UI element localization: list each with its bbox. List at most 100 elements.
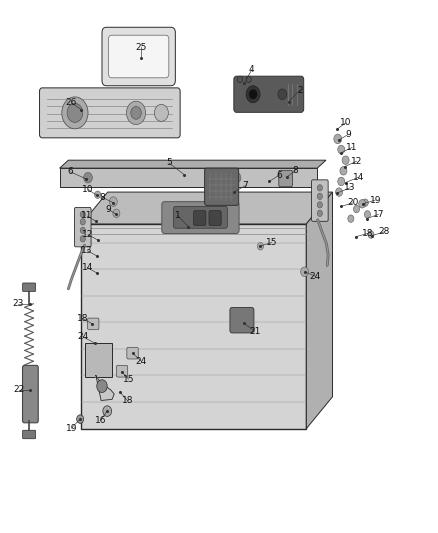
Circle shape bbox=[342, 156, 349, 165]
Circle shape bbox=[127, 101, 146, 125]
Circle shape bbox=[336, 188, 343, 196]
Polygon shape bbox=[81, 192, 332, 224]
Text: 11: 11 bbox=[81, 212, 93, 221]
Circle shape bbox=[250, 90, 257, 99]
FancyBboxPatch shape bbox=[194, 211, 206, 225]
Text: 14: 14 bbox=[353, 173, 364, 182]
Text: 22: 22 bbox=[14, 385, 25, 394]
Circle shape bbox=[80, 219, 85, 225]
Text: 4: 4 bbox=[249, 66, 254, 74]
Text: 12: 12 bbox=[82, 230, 94, 239]
Text: 24: 24 bbox=[309, 272, 321, 280]
FancyBboxPatch shape bbox=[117, 366, 128, 377]
Circle shape bbox=[103, 406, 112, 416]
FancyBboxPatch shape bbox=[88, 318, 99, 330]
Circle shape bbox=[84, 172, 92, 183]
Circle shape bbox=[95, 191, 101, 198]
Circle shape bbox=[80, 227, 85, 233]
Text: 24: 24 bbox=[136, 357, 147, 366]
FancyBboxPatch shape bbox=[162, 201, 239, 233]
Circle shape bbox=[113, 209, 120, 217]
Circle shape bbox=[258, 243, 264, 250]
Circle shape bbox=[154, 104, 168, 122]
Circle shape bbox=[246, 86, 260, 103]
Circle shape bbox=[317, 184, 322, 191]
Text: 25: 25 bbox=[136, 43, 147, 52]
Text: 5: 5 bbox=[166, 158, 172, 167]
Circle shape bbox=[317, 201, 322, 208]
Circle shape bbox=[77, 415, 84, 423]
Circle shape bbox=[338, 146, 345, 154]
Polygon shape bbox=[60, 168, 317, 187]
FancyBboxPatch shape bbox=[102, 27, 175, 86]
Circle shape bbox=[300, 267, 308, 277]
Text: 7: 7 bbox=[242, 181, 248, 190]
Circle shape bbox=[338, 177, 345, 185]
Text: 26: 26 bbox=[66, 98, 77, 107]
Circle shape bbox=[67, 103, 83, 123]
Text: 10: 10 bbox=[340, 118, 351, 127]
Text: 9: 9 bbox=[345, 130, 351, 139]
FancyBboxPatch shape bbox=[39, 88, 180, 138]
Text: 20: 20 bbox=[348, 198, 359, 207]
Polygon shape bbox=[306, 192, 332, 429]
Text: 18: 18 bbox=[362, 229, 373, 238]
FancyBboxPatch shape bbox=[109, 35, 169, 78]
FancyBboxPatch shape bbox=[209, 211, 221, 225]
FancyBboxPatch shape bbox=[279, 170, 292, 187]
Circle shape bbox=[110, 197, 117, 206]
Text: 16: 16 bbox=[95, 416, 106, 425]
Text: 1: 1 bbox=[175, 211, 180, 220]
FancyBboxPatch shape bbox=[74, 207, 91, 247]
FancyBboxPatch shape bbox=[311, 180, 328, 221]
FancyBboxPatch shape bbox=[127, 348, 138, 359]
Circle shape bbox=[62, 97, 88, 129]
Circle shape bbox=[348, 215, 354, 222]
FancyBboxPatch shape bbox=[85, 343, 112, 376]
Text: 19: 19 bbox=[66, 424, 77, 433]
FancyBboxPatch shape bbox=[234, 76, 304, 112]
FancyBboxPatch shape bbox=[22, 430, 35, 439]
FancyBboxPatch shape bbox=[230, 308, 254, 333]
Text: 15: 15 bbox=[265, 238, 277, 247]
Circle shape bbox=[359, 199, 366, 208]
Text: 15: 15 bbox=[123, 375, 134, 384]
Text: 28: 28 bbox=[378, 228, 390, 237]
Circle shape bbox=[340, 166, 347, 175]
Text: 13: 13 bbox=[81, 246, 93, 255]
Circle shape bbox=[97, 379, 107, 392]
Text: 19: 19 bbox=[370, 196, 381, 205]
FancyBboxPatch shape bbox=[22, 283, 35, 292]
Text: 6: 6 bbox=[68, 167, 74, 176]
Circle shape bbox=[232, 172, 241, 183]
Text: 13: 13 bbox=[344, 183, 356, 192]
Text: 21: 21 bbox=[249, 327, 261, 336]
Circle shape bbox=[237, 76, 243, 83]
Polygon shape bbox=[81, 224, 306, 429]
Circle shape bbox=[362, 199, 368, 206]
Circle shape bbox=[246, 76, 251, 83]
Text: 18: 18 bbox=[77, 314, 88, 323]
Text: 23: 23 bbox=[12, 299, 24, 308]
Text: 2: 2 bbox=[297, 85, 303, 94]
Polygon shape bbox=[60, 160, 326, 168]
Text: 10: 10 bbox=[82, 185, 94, 194]
Text: 12: 12 bbox=[351, 157, 362, 166]
Circle shape bbox=[80, 236, 85, 242]
Text: 6: 6 bbox=[276, 171, 282, 180]
Polygon shape bbox=[96, 375, 114, 400]
Text: 17: 17 bbox=[373, 210, 384, 219]
Circle shape bbox=[80, 211, 85, 217]
Circle shape bbox=[278, 89, 287, 100]
Circle shape bbox=[317, 210, 322, 216]
FancyBboxPatch shape bbox=[22, 366, 38, 423]
Circle shape bbox=[353, 205, 360, 213]
Circle shape bbox=[334, 134, 342, 144]
Text: 9: 9 bbox=[105, 205, 111, 214]
Circle shape bbox=[131, 107, 141, 119]
FancyBboxPatch shape bbox=[173, 206, 227, 228]
Text: 8: 8 bbox=[293, 166, 298, 175]
Circle shape bbox=[317, 193, 322, 199]
Text: 14: 14 bbox=[81, 263, 93, 272]
Circle shape bbox=[364, 211, 371, 218]
